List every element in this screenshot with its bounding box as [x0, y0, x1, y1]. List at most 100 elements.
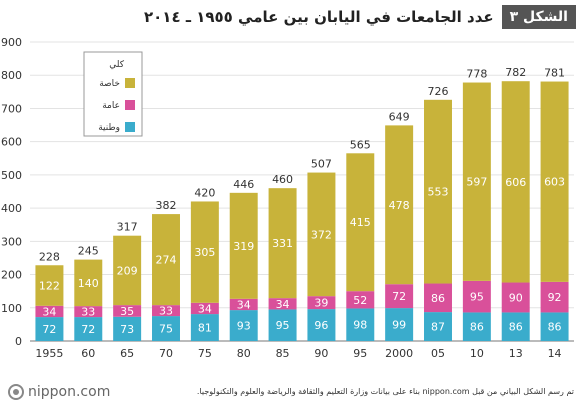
bar-value-label: 34 [237, 298, 251, 311]
x-tick-label: 13 [509, 347, 523, 360]
x-tick-label: 10 [470, 347, 484, 360]
bar-segment [229, 298, 258, 311]
x-tick-label: 95 [353, 347, 367, 360]
bar-value-label: 86 [431, 292, 445, 305]
bar-value-label: 274 [156, 254, 177, 267]
bar-segment [35, 317, 64, 341]
bar-value-label: 478 [389, 199, 410, 212]
chart-header: الشكل ٣ عدد الجامعات في اليابان بين عامي… [144, 4, 576, 30]
y-tick-label: 100 [1, 302, 22, 315]
bar-segment [346, 308, 375, 341]
bar-segment [501, 81, 530, 283]
bar-value-label: 34 [276, 298, 290, 311]
bar-value-label: 86 [509, 321, 523, 334]
bar-value-label: 603 [544, 176, 565, 189]
figure-label: الشكل ٣ [501, 5, 576, 29]
bar-total-label: 507 [311, 158, 332, 171]
bar-segment [74, 306, 103, 318]
bar-segment [268, 188, 297, 299]
bar-segment [346, 153, 375, 292]
y-tick-label: 300 [1, 235, 22, 248]
bar-value-label: 92 [548, 291, 562, 304]
bar-segment [385, 284, 414, 309]
bar-total-label: 726 [428, 85, 449, 98]
bar-segment [229, 192, 258, 299]
bar-value-label: 72 [392, 290, 406, 303]
bar-value-label: 33 [159, 305, 173, 318]
y-tick-label: 200 [1, 269, 22, 282]
bar-segment [462, 280, 491, 313]
x-tick-label: 1955 [35, 347, 63, 360]
bar-value-label: 95 [276, 319, 290, 332]
bar-value-label: 73 [120, 323, 134, 336]
y-tick-label: 400 [1, 202, 22, 215]
bar-segment [190, 201, 219, 303]
x-tick-label: 65 [120, 347, 134, 360]
bar-value-label: 81 [198, 322, 212, 335]
bar-total-label: 245 [78, 245, 99, 258]
x-tick-label: 05 [431, 347, 445, 360]
y-tick-label: 700 [1, 102, 22, 115]
chart-title: عدد الجامعات في اليابان بين عامي ١٩٥٥ ـ … [143, 8, 494, 26]
bar-value-label: 33 [81, 306, 95, 319]
legend-label: عامة [102, 101, 120, 111]
bar-segment [501, 282, 530, 313]
nippon-logo-text: nippon.com [28, 384, 111, 400]
bar-value-label: 372 [311, 228, 332, 241]
x-tick-label: 2000 [385, 347, 413, 360]
legend-title: كلي [109, 60, 124, 70]
bar-total-label: 781 [544, 67, 565, 80]
bar-value-label: 86 [548, 321, 562, 334]
bar-value-label: 319 [233, 240, 254, 253]
bar-segment [268, 309, 297, 341]
bar-value-label: 75 [159, 323, 173, 336]
bar-segment [35, 305, 64, 318]
bar-value-label: 52 [353, 294, 367, 307]
y-tick-label: 0 [15, 335, 22, 348]
x-tick-label: 85 [276, 347, 290, 360]
bar-total-label: 446 [233, 178, 254, 191]
bar-value-label: 34 [198, 302, 212, 315]
bar-segment [424, 99, 452, 284]
legend-label: خاصة [99, 79, 120, 89]
legend-swatch [125, 78, 135, 88]
bar-segment [501, 312, 530, 341]
bar-value-label: 39 [314, 297, 328, 310]
nippon-logo: nippon.com [8, 384, 110, 400]
bar-segment [113, 235, 142, 306]
bar-value-label: 72 [81, 323, 95, 336]
legend-swatch [125, 122, 135, 132]
bar-value-label: 122 [39, 280, 60, 293]
bar-value-label: 606 [505, 176, 526, 189]
legend-swatch [125, 100, 135, 110]
bar-total-label: 420 [194, 186, 215, 199]
bar-total-label: 460 [272, 173, 293, 186]
y-tick-label: 900 [1, 36, 22, 49]
bar-total-label: 782 [505, 66, 526, 79]
bar-value-label: 597 [466, 176, 487, 189]
bar-segment [385, 308, 414, 341]
bar-total-label: 382 [156, 199, 177, 212]
y-tick-label: 500 [1, 169, 22, 182]
bar-segment [540, 281, 569, 313]
bar-total-label: 565 [350, 138, 371, 151]
bar-segment [462, 82, 491, 281]
bar-segment [307, 172, 336, 297]
bar-segment [113, 316, 142, 341]
bar-value-label: 415 [350, 216, 371, 229]
bar-segment [35, 265, 64, 306]
x-tick-label: 90 [314, 347, 328, 360]
y-tick-label: 600 [1, 136, 22, 149]
bar-value-label: 96 [314, 319, 328, 332]
bar-value-label: 35 [120, 305, 134, 318]
bar-value-label: 95 [470, 291, 484, 304]
bar-value-label: 209 [117, 264, 138, 277]
bar-segment [540, 81, 569, 282]
bar-segment [152, 316, 180, 341]
bar-segment [229, 310, 258, 341]
bar-value-label: 99 [392, 319, 406, 332]
bar-value-label: 90 [509, 291, 523, 304]
bar-value-label: 331 [272, 237, 293, 250]
bar-segment [113, 305, 142, 317]
